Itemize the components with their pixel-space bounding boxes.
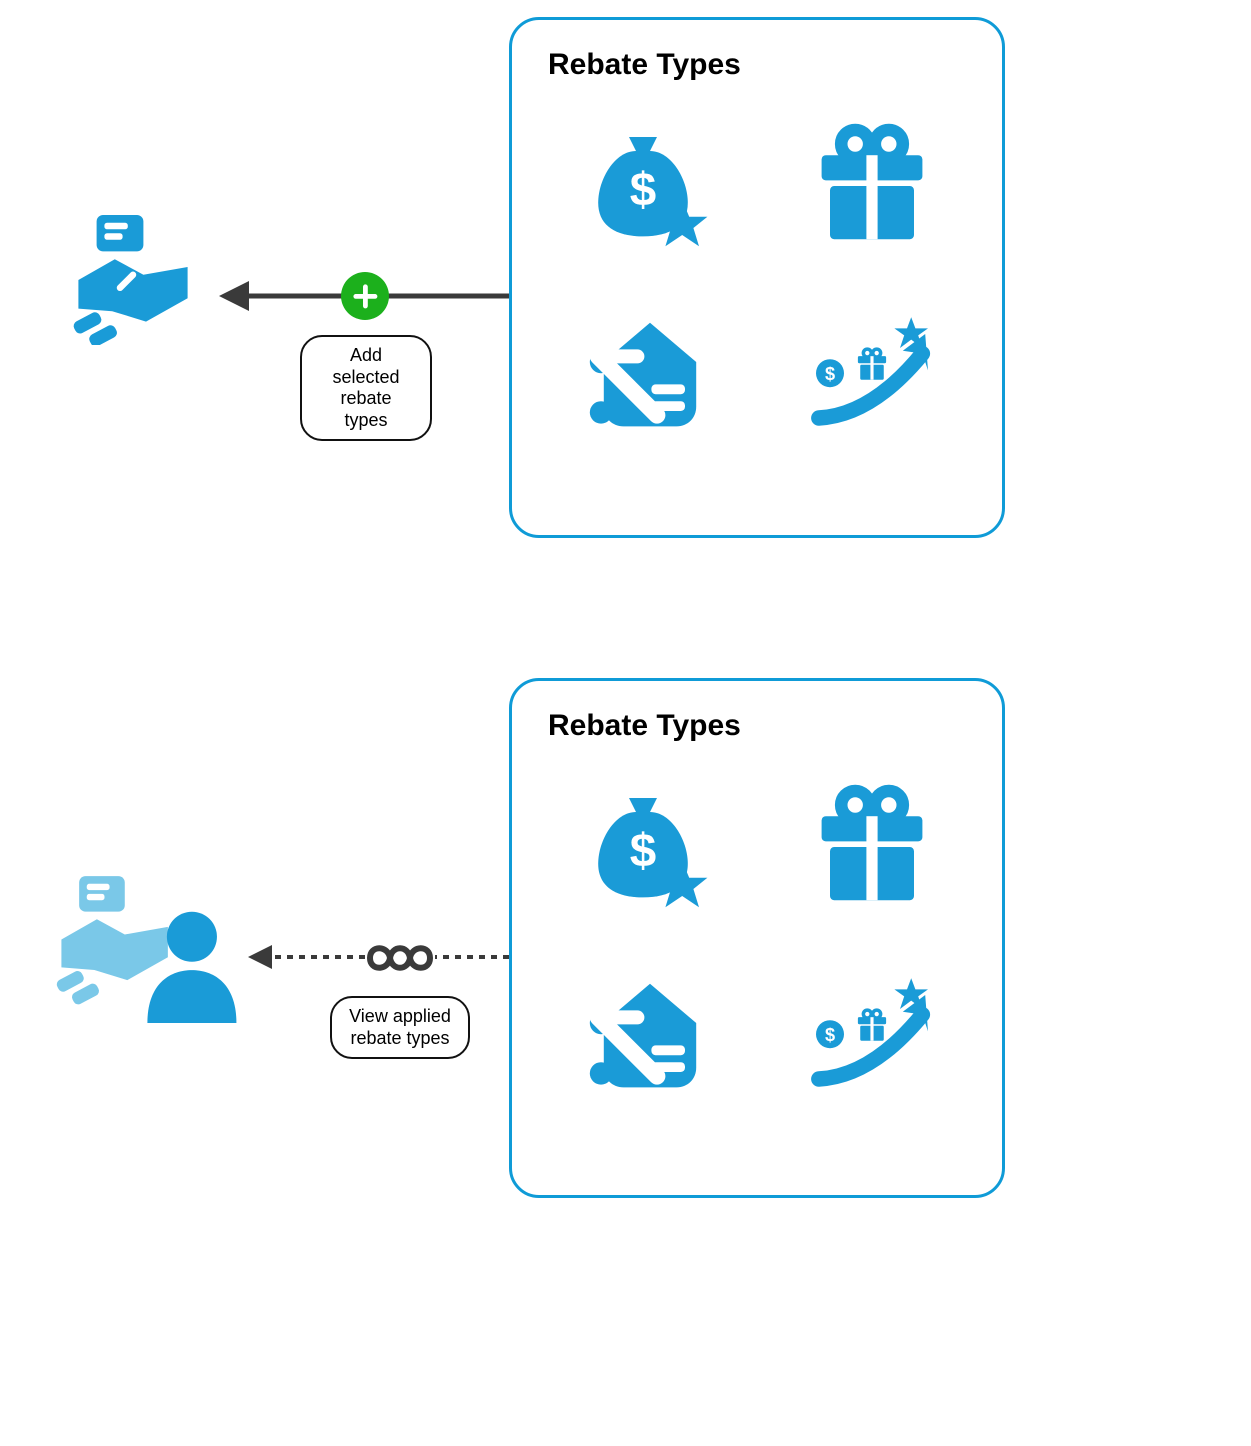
view-rebate-types-label: View applied rebate types bbox=[330, 996, 470, 1059]
diagram-stage: $ bbox=[0, 0, 1251, 1446]
view-rebate-types-arrow bbox=[0, 0, 1251, 1200]
